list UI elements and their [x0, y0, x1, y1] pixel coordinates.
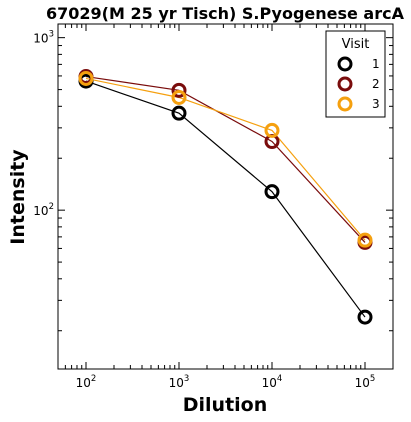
data-point-series-3: [357, 232, 373, 248]
data-point-series-3: [78, 70, 94, 86]
data-point-series-3: [264, 122, 280, 138]
series-line-3: [85, 77, 366, 241]
y-axis-label: Intensity: [7, 149, 29, 245]
x-tick-label: 103: [169, 374, 190, 390]
x-axis-label: Dilution: [183, 394, 268, 416]
legend-label-3: 3: [372, 97, 380, 111]
series-line-1: [85, 80, 366, 318]
y-tick-label: 102: [33, 202, 54, 218]
legend-marker-2: [337, 76, 353, 92]
legend-label-1: 1: [372, 57, 380, 71]
data-point-series-1: [171, 105, 187, 121]
series-line-2: [85, 75, 366, 243]
data-point-series-1: [357, 309, 373, 325]
legend-marker-1: [337, 56, 353, 72]
legend-title: Visit: [342, 37, 370, 52]
x-tick-label: 104: [262, 374, 283, 390]
legend-marker-3: [337, 96, 353, 112]
data-point-series-1: [264, 184, 280, 200]
x-tick-label: 105: [355, 374, 376, 390]
legend-label-2: 2: [372, 77, 380, 91]
chart-title: 67029(M 25 yr Tisch) S.Pyogenese arcA: [46, 4, 405, 23]
data-point-series-2: [171, 82, 187, 98]
x-tick-label: 102: [76, 374, 97, 390]
y-tick-label: 103: [33, 30, 54, 46]
data-point-series-3: [171, 89, 187, 105]
legend-box: [325, 30, 386, 118]
